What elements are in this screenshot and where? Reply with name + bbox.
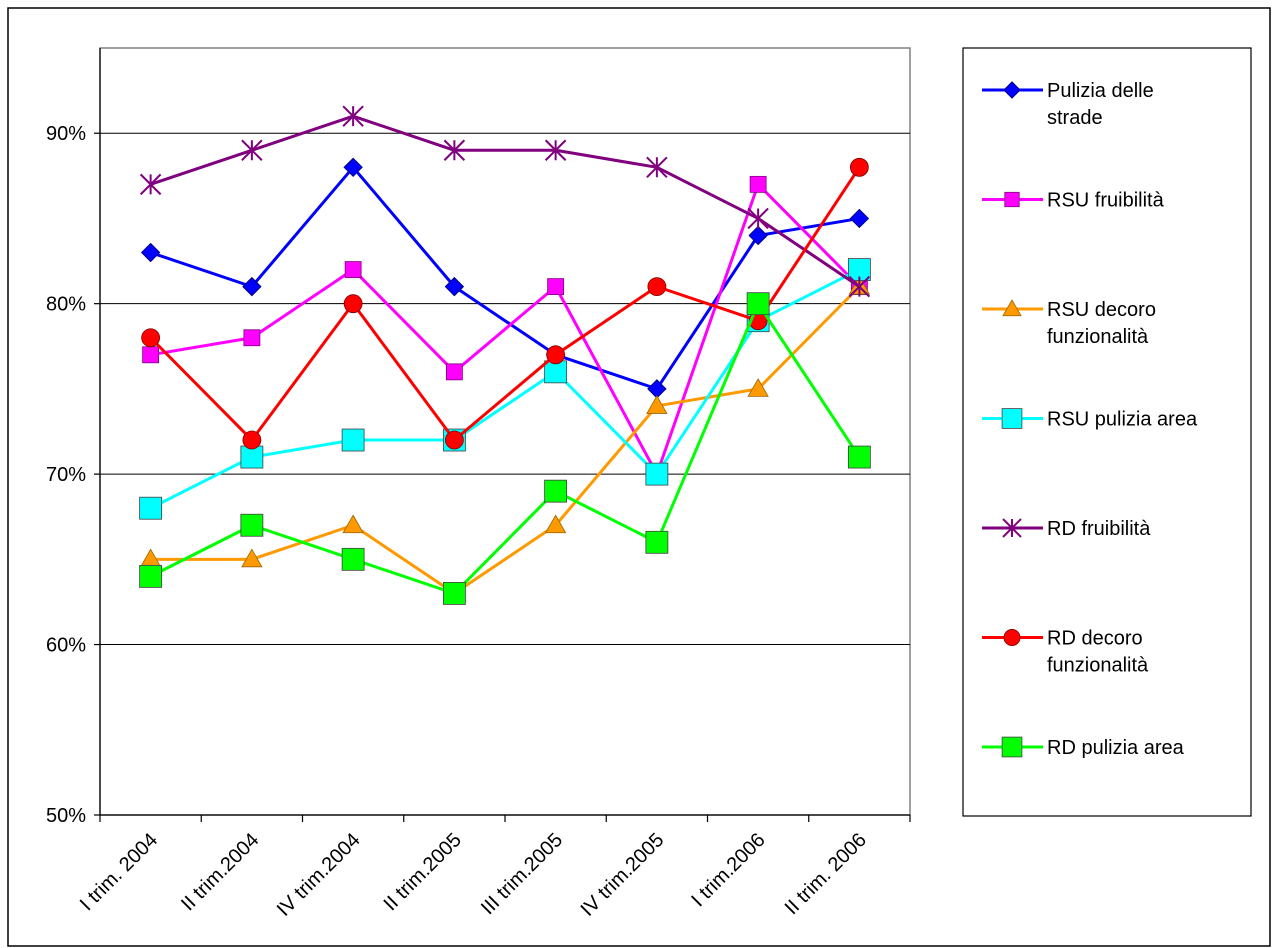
data-point (241, 139, 263, 161)
data-point (748, 225, 768, 246)
series-group (139, 105, 871, 605)
legend-entry-pulizia-delle-strade: Pulizia delle strade (982, 80, 1154, 129)
legend-label: Pulizia delle strade (1047, 80, 1154, 129)
data-point (241, 548, 263, 568)
data-point (544, 139, 567, 161)
data-point (142, 346, 160, 364)
data-point (746, 292, 770, 316)
data-point (343, 157, 363, 178)
legend-marker (1002, 518, 1022, 538)
data-point (343, 294, 363, 314)
data-point (747, 378, 769, 397)
y-tick-label: 70% (46, 464, 86, 486)
legend-label-line: RD fruibilità (1047, 518, 1151, 540)
y-tick-label: 50% (46, 805, 86, 827)
legend-label-line: RSU decoro (1047, 299, 1156, 321)
legend-label-line: funzionalità (1047, 655, 1149, 677)
data-point (647, 277, 667, 297)
data-point (444, 276, 465, 297)
legend-label-line: RSU pulizia area (1047, 409, 1198, 431)
series-rd-fruibilita (139, 105, 871, 298)
data-point (849, 157, 869, 177)
gridlines (100, 132, 910, 646)
data-point (141, 328, 161, 348)
series-pulizia-delle-strade (140, 157, 870, 399)
data-point (747, 207, 769, 230)
y-tick-label: 90% (46, 123, 86, 145)
legend-label-line: RSU fruibilità (1047, 190, 1165, 212)
data-point (544, 514, 567, 534)
y-tick-label: 80% (46, 294, 86, 316)
data-point (547, 278, 565, 296)
series-line (150, 165, 860, 391)
legend-entry-rsu-decoro-funzionalita: RSU decoro funzionalità (982, 299, 1156, 348)
data-point (240, 513, 264, 537)
legend-marker (1003, 81, 1021, 99)
legend-entry-rsu-pulizia-area: RSU pulizia area (982, 408, 1198, 431)
series-line (150, 285, 861, 595)
data-point (442, 582, 466, 605)
legend-label: RSU fruibilità (1047, 190, 1165, 212)
legend-marker (1001, 408, 1023, 429)
legend-marker (1003, 629, 1021, 647)
series-line (150, 114, 861, 288)
legend-marker (1004, 191, 1020, 208)
legend-entry-rd-pulizia-area: RD pulizia area (982, 736, 1185, 759)
legend-label: RSU decoro funzionalità (1047, 299, 1156, 348)
data-point (242, 430, 262, 450)
legend-label-line: funzionalità (1047, 326, 1149, 348)
data-point (645, 462, 669, 486)
legend: Pulizia delle strade RSU fruibilità RSU dec… (962, 47, 1252, 817)
legend-label: RD fruibilità (1047, 518, 1151, 540)
data-point (544, 479, 568, 503)
data-point (242, 276, 262, 297)
data-point (847, 445, 871, 469)
legend-entry-rd-decoro-funzionalita: RD decoro funzionalità (982, 628, 1149, 677)
data-point (443, 139, 466, 161)
legend-label-line: RD pulizia area (1047, 737, 1185, 759)
data-point (140, 242, 161, 263)
data-point (342, 105, 364, 127)
y-axis: 50% 60% 70% 80% 90% (46, 48, 101, 827)
legend-marker (1002, 299, 1022, 317)
data-point (444, 430, 464, 450)
series-rd-decoro-funzionalita (141, 157, 869, 450)
data-point (645, 530, 669, 554)
data-point (445, 363, 463, 381)
legend-box (962, 47, 1252, 817)
data-point (139, 496, 163, 520)
data-point (646, 156, 668, 179)
series-rsu-fruibilita (142, 175, 868, 483)
data-point (749, 175, 767, 193)
series-rd-pulizia-area (139, 292, 871, 605)
data-point (344, 261, 362, 278)
y-tick-label: 60% (46, 635, 86, 657)
series-line (150, 182, 861, 476)
legend-label: RD decoro funzionalità (1047, 628, 1149, 677)
legend-label: RSU pulizia area (1047, 409, 1198, 431)
data-point (139, 173, 162, 196)
series-line (149, 166, 861, 442)
data-point (848, 275, 871, 298)
data-point (849, 208, 870, 229)
legend-label: RD pulizia area (1047, 737, 1185, 759)
legend-entry-rd-fruibilita: RD fruibilità (982, 518, 1151, 540)
data-point (342, 514, 364, 534)
legend-label-line: strade (1047, 107, 1103, 129)
data-point (546, 345, 566, 365)
legend-label-line: RD decoro (1047, 628, 1143, 650)
series-line (149, 302, 861, 595)
data-point (341, 428, 365, 452)
legend-entry-rsu-fruibilita: RSU fruibilità (982, 190, 1165, 212)
data-point (243, 329, 261, 347)
data-point (646, 395, 668, 414)
legend-label-line: Pulizia delle (1047, 80, 1154, 102)
data-point (341, 547, 365, 571)
legend-marker (1001, 736, 1023, 758)
plot-area (99, 47, 911, 816)
data-point (139, 564, 163, 588)
